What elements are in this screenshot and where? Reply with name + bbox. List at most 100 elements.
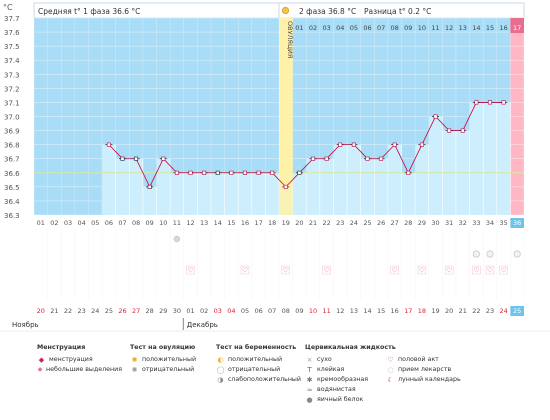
y-tick-label: 37.0: [4, 114, 20, 122]
date-label: 19: [431, 307, 439, 315]
data-point[interactable]: [406, 170, 411, 175]
small-drop-icon: ◆: [37, 366, 43, 373]
data-point[interactable]: [120, 156, 125, 161]
y-tick-label: 37.6: [4, 29, 20, 37]
cycle-day-label: 23: [336, 219, 344, 227]
data-point[interactable]: [351, 142, 356, 147]
date-label: 20: [37, 307, 45, 315]
data-point[interactable]: [324, 156, 329, 161]
date-label: 03: [214, 307, 222, 315]
data-point[interactable]: [338, 142, 343, 147]
cycle-day-label: 03: [64, 219, 72, 227]
cycle-day-label: 04: [77, 219, 85, 227]
month-label-december: Декабрь: [187, 321, 218, 329]
date-label: 22: [472, 307, 480, 315]
legend-ovulation-test-title: Тест на овуляцию: [130, 344, 196, 351]
legend-item-watery: ≈ водянистая: [305, 385, 395, 395]
medication-icon: [486, 250, 494, 258]
data-point[interactable]: [161, 156, 166, 161]
data-point[interactable]: [188, 170, 193, 175]
date-label: 13: [350, 307, 358, 315]
phase2-day-label: 16: [499, 24, 507, 32]
medication-icon: [472, 250, 480, 258]
phase2-day-label: 11: [431, 24, 439, 32]
data-point[interactable]: [365, 156, 370, 161]
data-point[interactable]: [433, 114, 438, 119]
ovulation-label: ОВУЛЯЦИЯ: [286, 21, 294, 58]
intercourse-cell: [322, 265, 331, 275]
phase2-day-label: 13: [459, 24, 467, 32]
y-tick-label: 36.6: [4, 170, 20, 178]
date-label: 11: [322, 307, 330, 315]
data-point[interactable]: [134, 156, 139, 161]
cycle-day-label: 28: [404, 219, 412, 227]
phase2-day-label: 01: [295, 24, 303, 32]
data-point[interactable]: [392, 142, 397, 147]
phase2-day-label: 15: [486, 24, 494, 32]
date-label: 16: [391, 307, 399, 315]
legend-item-pregnancy-negative: ◯ отрицательный: [216, 365, 301, 375]
data-point[interactable]: [419, 142, 424, 147]
phase2-day-label: 03: [322, 24, 330, 32]
data-point[interactable]: [174, 170, 179, 175]
cycle-day-label: 31: [445, 219, 453, 227]
date-label: 24: [91, 307, 99, 315]
data-point[interactable]: [447, 128, 452, 133]
heart-icon: ♡: [242, 267, 248, 275]
legend-pregnancy-test-title: Тест на беременность: [216, 344, 297, 351]
data-point[interactable]: [460, 128, 465, 133]
data-point[interactable]: [106, 142, 111, 147]
data-point[interactable]: [270, 170, 275, 175]
drop-icon: ◆: [38, 356, 45, 364]
heart-icon: ♡: [419, 267, 425, 275]
current-day-highlight: [510, 218, 524, 228]
current-date-highlight: [510, 306, 524, 316]
y-tick-label: 36.7: [4, 156, 20, 164]
data-point[interactable]: [202, 170, 207, 175]
legend-label: лунный календарь: [398, 376, 461, 383]
date-label: 26: [118, 307, 126, 315]
legend-item-pregnancy-weak: ◑ слабоположительный: [216, 375, 301, 385]
data-point[interactable]: [256, 170, 261, 175]
data-point[interactable]: [487, 100, 492, 105]
phase2-day-label: 14: [472, 24, 480, 32]
heart-icon: ♡: [487, 267, 493, 275]
cycle-day-label: 06: [105, 219, 113, 227]
date-label: 10: [309, 307, 317, 315]
data-point[interactable]: [147, 184, 152, 189]
date-label: 23: [486, 307, 494, 315]
cycle-day-label: 08: [132, 219, 140, 227]
data-point[interactable]: [311, 156, 316, 161]
data-point[interactable]: [474, 100, 479, 105]
date-label: 28: [146, 307, 154, 315]
legend-item-lunar: ☾ лунный календарь: [386, 375, 486, 385]
y-tick-label: 37.2: [4, 85, 20, 93]
heart-icon: ♡: [323, 267, 329, 275]
date-label: 09: [295, 307, 303, 315]
data-point[interactable]: [242, 170, 247, 175]
intercourse-cell: [444, 265, 454, 275]
moon-icon: ☾: [387, 376, 394, 384]
menstruation-header-cell: [510, 18, 524, 33]
data-point[interactable]: [215, 170, 220, 175]
intercourse-cell: [485, 265, 495, 275]
date-label: 01: [186, 307, 194, 315]
data-point[interactable]: [379, 156, 384, 161]
temp-difference: Разница t° 0.2 °C: [364, 7, 431, 16]
date-label: 15: [377, 307, 385, 315]
cycle-day-label: 29: [418, 219, 426, 227]
data-point[interactable]: [283, 184, 288, 189]
data-point[interactable]: [501, 100, 506, 105]
intercourse-cell: [499, 265, 508, 275]
data-point[interactable]: [297, 170, 302, 175]
phase2-day-label: 07: [377, 24, 385, 32]
cycle-day-label: 35: [499, 219, 507, 227]
date-label: 25: [513, 307, 521, 315]
date-label: 14: [363, 307, 371, 315]
legend-item-pregnancy-positive: ◐ положительный: [216, 355, 301, 365]
legend-label: половой акт: [398, 356, 439, 363]
data-point[interactable]: [229, 170, 234, 175]
legend-pregnancy-test: Тест на беременность ◐ положительный ◯ отр…: [216, 343, 301, 385]
